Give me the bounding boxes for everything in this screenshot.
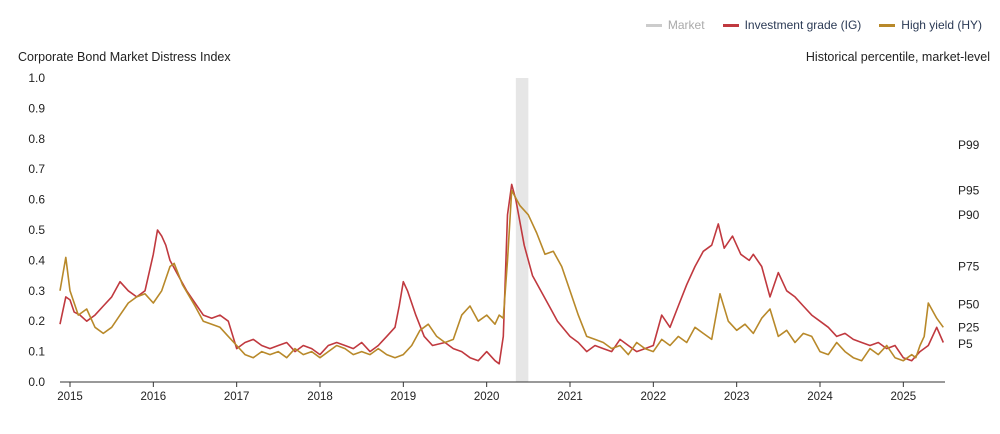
x-tick-label: 2022 <box>641 391 667 403</box>
y-tick-label: 0.6 <box>28 193 45 207</box>
right-axis-title: Historical percentile, market-level <box>805 50 990 64</box>
y-tick-label: 0.1 <box>28 345 45 359</box>
percentile-label: P90 <box>958 208 980 222</box>
y-tick-label: 0.7 <box>28 162 45 176</box>
x-tick-label: 2024 <box>807 391 833 403</box>
percentile-label: P50 <box>958 297 980 311</box>
y-tick-label: 0.8 <box>28 132 45 146</box>
legend-label-hy: High yield (HY) <box>901 18 982 32</box>
y-tick-label: 0.4 <box>28 253 45 267</box>
x-tick-label: 2020 <box>474 391 500 403</box>
legend-label-ig: Investment grade (IG) <box>744 18 862 32</box>
x-tick-label: 2017 <box>224 391 250 403</box>
ig-swatch <box>722 23 739 27</box>
y-tick-label: 0.5 <box>28 223 45 237</box>
legend-item-market[interactable]: Market <box>645 18 705 32</box>
x-tick-label: 2019 <box>391 391 417 403</box>
legend-item-ig[interactable]: Investment grade (IG) <box>722 18 862 32</box>
x-tick-label: 2023 <box>724 391 750 403</box>
percentile-label: P99 <box>958 138 980 152</box>
y-tick-label: 0.2 <box>28 314 45 328</box>
percentile-label: P95 <box>958 183 980 197</box>
percentile-label: P75 <box>958 259 980 273</box>
y-tick-label: 1.0 <box>28 71 45 85</box>
y-tick-label: 0.3 <box>28 284 45 298</box>
legend-label-market: Market <box>667 18 705 32</box>
x-tick-label: 2021 <box>557 391 583 403</box>
y-tick-label: 0.0 <box>28 375 45 389</box>
percentile-label: P25 <box>958 320 980 334</box>
chart-title: Corporate Bond Market Distress Index <box>18 50 231 64</box>
legend: Market Investment grade (IG) High yield … <box>645 18 982 32</box>
market-swatch <box>645 23 662 27</box>
hy-swatch <box>879 23 896 27</box>
x-tick-label: 2016 <box>141 391 167 403</box>
x-tick-label: 2015 <box>57 391 83 403</box>
y-tick-label: 0.9 <box>28 101 45 115</box>
legend-item-hy[interactable]: High yield (HY) <box>879 18 982 32</box>
percentile-label: P5 <box>958 337 973 351</box>
x-tick-label: 2025 <box>891 391 917 403</box>
x-tick-label: 2018 <box>307 391 333 403</box>
series-line-hy <box>59 189 944 362</box>
